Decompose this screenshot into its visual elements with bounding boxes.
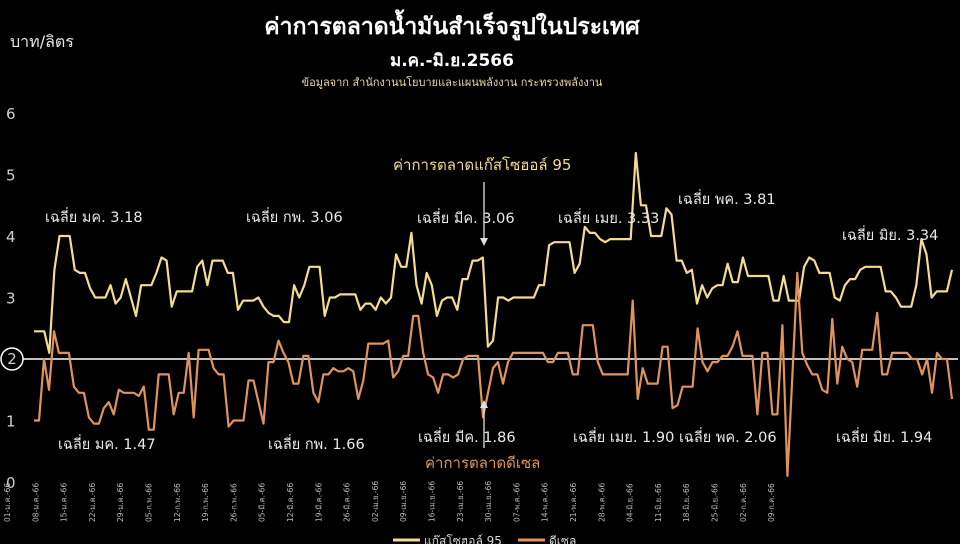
x-tick-label: 29-ม.ค.-66: [116, 483, 125, 522]
legend-label-diesel: ดีเซล: [549, 534, 576, 544]
x-tick-label: 21-พ.ค.-66: [569, 483, 578, 522]
x-tick-label: 19-ก.พ.-66: [201, 483, 210, 522]
x-tick-label: 09-ก.ค.-66: [767, 483, 776, 522]
series-line-gasohol: [34, 151, 954, 354]
chart-title: ค่าการตลาดน้ำมันสำเร็จรูปในประเทศ: [264, 9, 640, 41]
x-tick-label: 02-เม.ย.-66: [371, 481, 380, 522]
callout-gasohol-arrowhead: [480, 238, 488, 246]
x-tick-label: 16-เม.ย.-66: [428, 481, 437, 522]
x-tick-label: 05-มี.ค.-66: [258, 483, 267, 522]
x-axis-ticks: 01-ม.ค.-66 08-ม.ค.-66 15-ม.ค.-66 22-ม.ค.-66…: [3, 481, 776, 522]
x-tick-label: 23-เม.ย.-66: [456, 481, 465, 522]
chart-subtitle: ม.ค.-มิ.ย.2566: [390, 51, 514, 71]
x-tick-label: 14-พ.ค.-66: [541, 483, 550, 522]
annotation-diesel-avg: เฉลี่ย กพ. 1.66: [268, 434, 365, 453]
annotation-gasohol-avg: เฉลี่ย มีค. 3.06: [417, 208, 515, 227]
y-axis-label: บาท/ลิตร: [10, 32, 74, 51]
annotation-diesel-avg: เฉลี่ย มค. 1.47: [58, 434, 156, 453]
x-tick-label: 15-ม.ค.-66: [60, 483, 69, 522]
callout-diesel: ค่าการตลาดดีเซล: [425, 454, 540, 472]
x-tick-label: 26-ก.พ.-66: [229, 483, 238, 522]
callout-gasohol: ค่าการตลาดแก๊สโซฮอล์ 95: [393, 156, 571, 174]
x-tick-label: 28-พ.ค.-66: [597, 483, 606, 522]
x-tick-label: 09-เม.ย.-66: [399, 481, 408, 522]
x-tick-label: 08-ม.ค.-66: [31, 483, 40, 522]
x-tick-label: 25-มิ.ย.-66: [711, 483, 720, 522]
chart-source: ข้อมูลจาก สำนักงานนโยบายและแผนพลังงาน กร…: [302, 75, 603, 89]
x-tick-label: 19-มี.ค.-66: [314, 483, 323, 522]
y-tick-label: 3: [6, 290, 16, 308]
legend-label-gasohol: แก๊สโซฮอล์ 95: [424, 534, 502, 544]
annotation-diesel-avg: เฉลี่ย มีค. 1.86: [418, 427, 516, 446]
annotation-gasohol-avg: เฉลี่ย เมย. 3.33: [558, 208, 659, 227]
annotation-gasohol-avg: เฉลี่ย กพ. 3.06: [246, 207, 343, 226]
x-tick-label: 01-ม.ค.-66: [3, 483, 12, 522]
x-tick-label: 26-มี.ค.-66: [343, 483, 352, 522]
x-tick-label: 07-พ.ค.-66: [512, 483, 521, 522]
y-tick-label: 5: [6, 167, 16, 185]
annotation-diesel-avg: เฉลี่ย เมย. 1.90: [573, 427, 674, 446]
x-tick-label: 18-มิ.ย.-66: [682, 483, 691, 522]
reference-circle: [0, 347, 24, 371]
x-tick-label: 22-ม.ค.-66: [88, 483, 97, 522]
callout-diesel-arrowhead: [480, 400, 488, 408]
y-tick-label: 6: [6, 105, 16, 123]
y-tick-label: 4: [6, 228, 16, 246]
x-tick-label: 12-ก.พ.-66: [173, 483, 182, 522]
annotations-group: เฉลี่ย มค. 3.18 เฉลี่ย กพ. 3.06 เฉลี่ย มีค…: [45, 189, 938, 453]
annotation-gasohol-avg: เฉลี่ย พค. 3.81: [678, 189, 776, 208]
annotation-gasohol-avg: เฉลี่ย มค. 3.18: [45, 207, 143, 226]
y-axis-ticks: 0 1 3 4 5 6: [6, 105, 16, 492]
series-line-diesel: [34, 271, 954, 477]
x-tick-label: 02-ก.ค.-66: [739, 483, 748, 522]
legend: แก๊สโซฮอล์ 95 ดีเซล: [393, 534, 576, 544]
x-tick-label: 12-มี.ค.-66: [286, 483, 295, 522]
reference-label: 2: [7, 350, 17, 368]
series-group: [34, 151, 954, 477]
reference-line-group: 2: [0, 347, 958, 371]
y-tick-label: 1: [6, 413, 16, 431]
x-tick-label: 30-เม.ย.-66: [484, 481, 493, 522]
annotation-diesel-avg: เฉลี่ย มิย. 1.94: [836, 427, 932, 446]
annotation-diesel-avg: เฉลี่ย พค. 2.06: [679, 427, 777, 446]
x-tick-label: 05-ก.พ.-66: [145, 483, 154, 522]
x-tick-label: 11-มิ.ย.-66: [654, 483, 663, 522]
x-tick-label: 04-มิ.ย.-66: [626, 483, 635, 522]
annotation-gasohol-avg: เฉลี่ย มิย. 3.34: [842, 225, 938, 244]
y-tick-label: 0: [6, 474, 16, 492]
